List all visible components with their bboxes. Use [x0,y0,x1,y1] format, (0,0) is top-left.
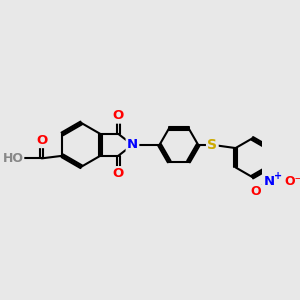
Text: HO: HO [3,152,24,165]
Text: N: N [263,175,274,188]
Text: O: O [113,167,124,180]
Text: S: S [207,138,217,152]
Text: +: + [274,171,282,181]
Text: O: O [113,110,124,122]
Text: O: O [36,134,47,147]
Text: O: O [251,185,261,198]
Text: O⁻: O⁻ [284,175,300,188]
Text: N: N [127,138,138,151]
